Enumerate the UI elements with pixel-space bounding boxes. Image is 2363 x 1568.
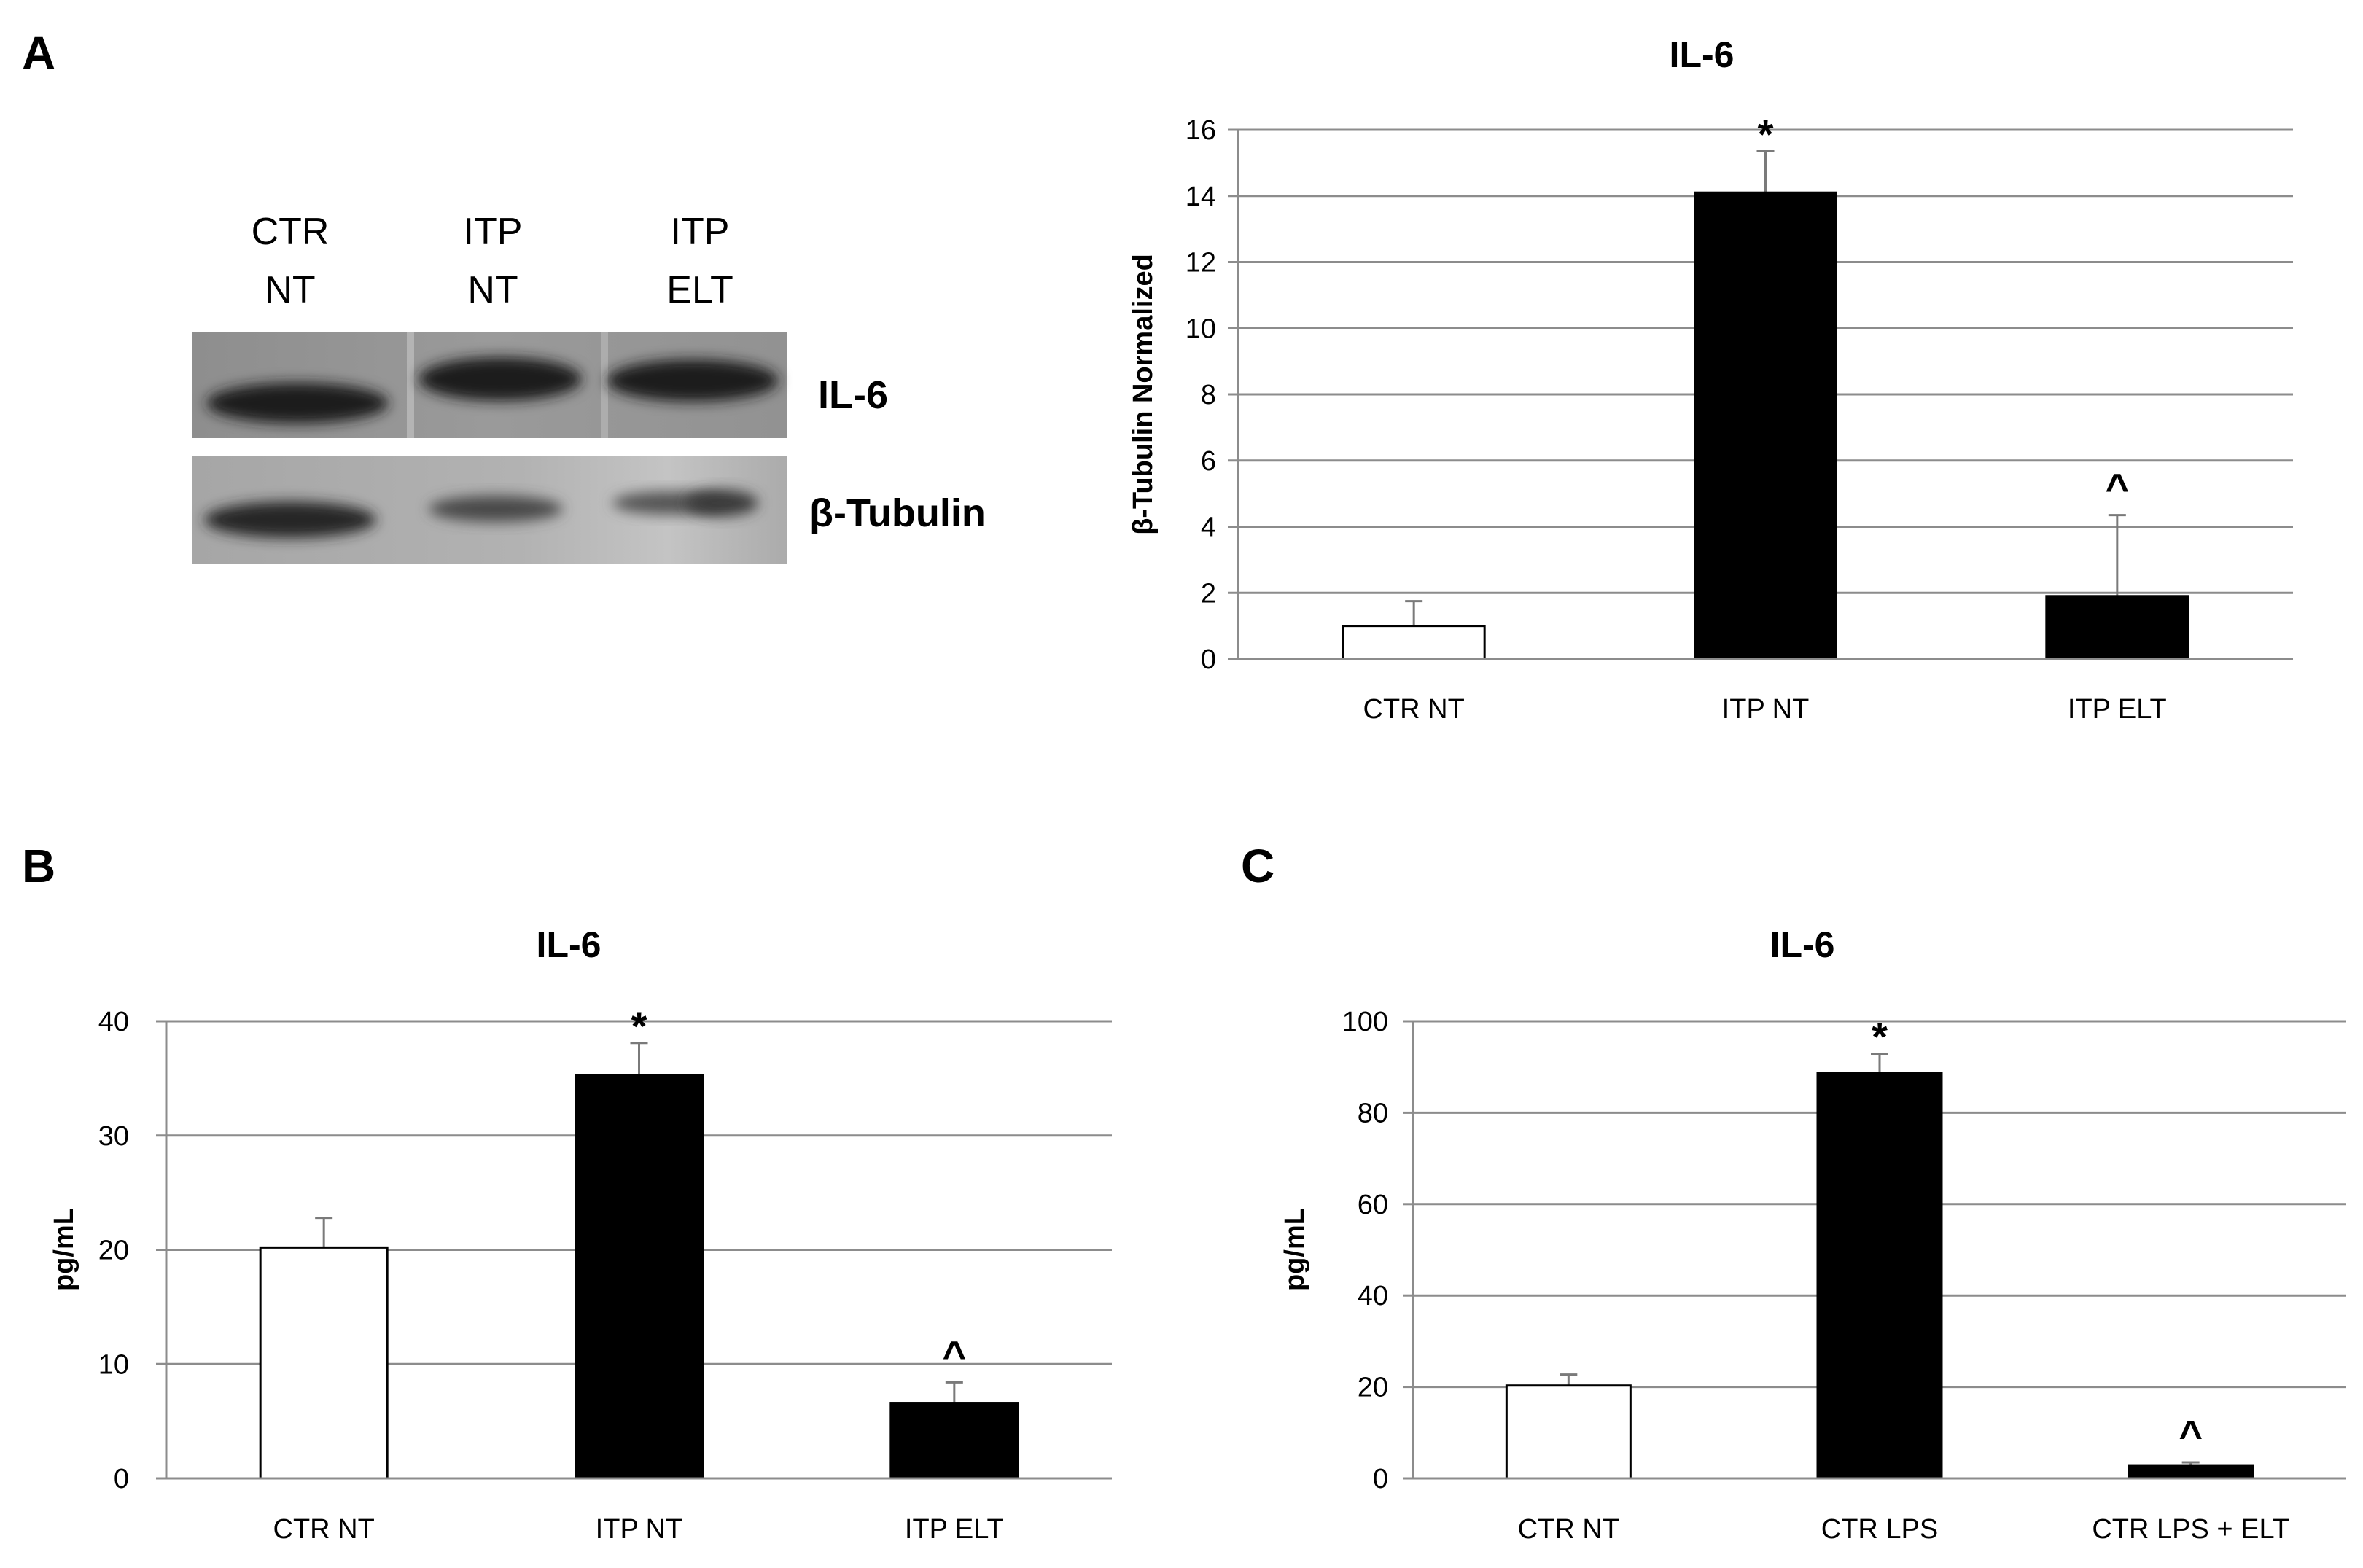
- chart-title: IL-6: [1770, 924, 1835, 965]
- x-category-label: CTR LPS: [1821, 1514, 1938, 1545]
- bar-ctr-nt: [1342, 625, 1486, 660]
- x-category-label: ITP ELT: [905, 1514, 1004, 1545]
- y-tick-label: 20: [1358, 1373, 1388, 1403]
- y-tick-label: 2: [1201, 578, 1216, 609]
- panel-letter-c: C: [1241, 840, 1274, 892]
- y-tick-label: 0: [114, 1464, 129, 1494]
- y-tick-label: 16: [1186, 115, 1216, 146]
- blot-strip-il6: [192, 332, 787, 438]
- x-category-label: ITP ELT: [2068, 694, 2167, 725]
- western-blot: CTR NT ITP NT ITP ELT IL-6 β-Tubulin: [192, 211, 986, 564]
- y-axis-label: β-Tubulin Normalized: [1128, 254, 1159, 535]
- y-tick-label: 10: [98, 1349, 129, 1380]
- y-tick-label: 40: [1358, 1281, 1388, 1311]
- significance-caret: ^: [2179, 1412, 2203, 1458]
- chart-b-il6-pgml: 0 10 20 30 40 CTR NT ITP NT * ITP ELT ^ IL-6 pg/mL: [49, 924, 1112, 1545]
- significance-caret: ^: [2105, 465, 2129, 511]
- blot-strip-tubulin: [192, 456, 787, 564]
- bar-itp-nt: [1694, 191, 1837, 660]
- blot-lane-1-line2: NT: [265, 269, 315, 311]
- y-tick-label: 100: [1342, 1007, 1388, 1037]
- bar-itp-elt: [889, 1402, 1019, 1480]
- significance-asterisk: *: [1758, 111, 1774, 157]
- blot-lane-3-line2: ELT: [666, 269, 733, 311]
- x-category-label: ITP NT: [596, 1514, 683, 1545]
- y-tick-label: 6: [1201, 446, 1216, 477]
- y-tick-label: 14: [1186, 182, 1216, 212]
- bar-itp-nt: [575, 1074, 704, 1480]
- x-category-label: CTR LPS + ELT: [2092, 1514, 2289, 1545]
- y-axis-label: pg/mL: [1280, 1208, 1310, 1291]
- significance-caret: ^: [942, 1332, 966, 1378]
- x-category-label: ITP NT: [1722, 694, 1810, 725]
- bar-itp-elt: [2045, 595, 2189, 660]
- chart-c-il6-pgml-lps: 0 20 40 60 80 100 CTR NT CTR LPS * CTR LPS + ELT ^…: [1280, 924, 2346, 1545]
- panel-letter-a: A: [22, 27, 55, 79]
- bar-ctr-nt: [259, 1246, 389, 1480]
- x-category-label: CTR NT: [1518, 1514, 1619, 1545]
- y-axis-label: pg/mL: [49, 1208, 79, 1291]
- blot-lane-2-line2: NT: [467, 269, 518, 311]
- y-tick-label: 60: [1358, 1190, 1388, 1220]
- panel-letter-b: B: [22, 840, 55, 892]
- blot-row-label-il6: IL-6: [818, 373, 888, 417]
- bar-ctr-nt: [1505, 1384, 1632, 1480]
- chart-a-il6-normalized: 0 2 4 6 8 10 12 14 16 CTR NT ITP NT * ITP ELT ^ IL-6 β-…: [1128, 34, 2293, 725]
- y-tick-label: 12: [1186, 248, 1216, 278]
- y-tick-label: 4: [1201, 512, 1216, 543]
- x-category-label: CTR NT: [1363, 694, 1465, 725]
- blot-lane-1-line1: CTR: [252, 211, 330, 253]
- significance-asterisk: *: [631, 1003, 647, 1049]
- y-tick-label: 10: [1186, 313, 1216, 344]
- y-tick-label: 0: [1373, 1464, 1388, 1494]
- significance-asterisk: *: [1872, 1014, 1888, 1060]
- y-tick-label: 8: [1201, 380, 1216, 410]
- y-tick-label: 20: [98, 1236, 129, 1266]
- bar-ctr-lps-elt: [2128, 1464, 2254, 1480]
- blot-lane-2-line1: ITP: [464, 211, 523, 253]
- blot-lane-3-line1: ITP: [671, 211, 730, 253]
- x-category-label: CTR NT: [273, 1514, 375, 1545]
- blot-row-label-tubulin: β-Tubulin: [809, 491, 986, 535]
- y-tick-label: 80: [1358, 1098, 1388, 1128]
- y-tick-label: 30: [98, 1121, 129, 1152]
- bar-ctr-lps: [1816, 1072, 1943, 1480]
- chart-title: IL-6: [1670, 34, 1735, 75]
- y-tick-label: 0: [1201, 644, 1216, 675]
- chart-title: IL-6: [537, 924, 602, 965]
- y-tick-label: 40: [98, 1007, 129, 1037]
